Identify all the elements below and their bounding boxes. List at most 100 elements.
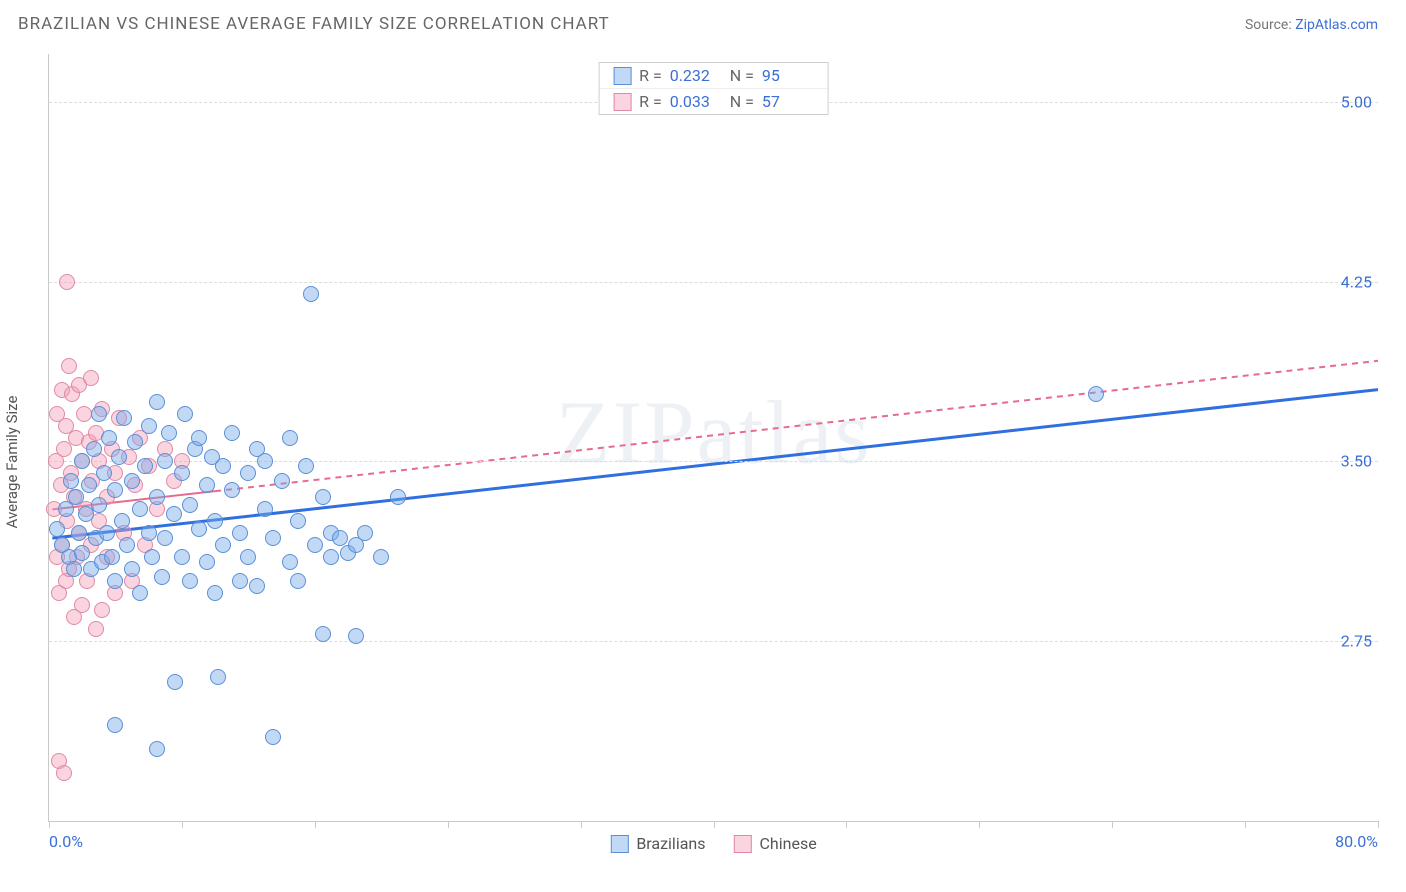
data-point bbox=[177, 406, 193, 422]
data-point bbox=[182, 497, 198, 513]
data-point bbox=[119, 537, 135, 553]
data-point bbox=[257, 501, 273, 517]
series-legend: Brazilians Chinese bbox=[610, 834, 816, 853]
data-point bbox=[191, 521, 207, 537]
data-point bbox=[81, 477, 97, 493]
data-point bbox=[390, 489, 406, 505]
data-point bbox=[315, 489, 331, 505]
x-tick bbox=[49, 821, 50, 828]
gridline bbox=[49, 461, 1378, 462]
chart-area: Average Family Size ZIPatlas R =0.232N =… bbox=[18, 54, 1378, 870]
x-tick bbox=[1378, 821, 1379, 828]
data-point bbox=[240, 465, 256, 481]
data-point bbox=[56, 765, 72, 781]
data-point bbox=[290, 573, 306, 589]
data-point bbox=[116, 410, 132, 426]
data-point bbox=[232, 573, 248, 589]
data-point bbox=[132, 501, 148, 517]
data-point bbox=[149, 489, 165, 505]
data-point bbox=[207, 585, 223, 601]
x-tick bbox=[182, 821, 183, 828]
watermark: ZIPatlas bbox=[556, 381, 872, 484]
source-link[interactable]: ZipAtlas.com bbox=[1295, 17, 1378, 33]
data-point bbox=[215, 537, 231, 553]
data-point bbox=[86, 441, 102, 457]
correlation-legend: R =0.232N =95R =0.033N =57 bbox=[598, 62, 829, 115]
data-point bbox=[104, 549, 120, 565]
data-point bbox=[373, 549, 389, 565]
data-point bbox=[111, 449, 127, 465]
data-point bbox=[59, 274, 75, 290]
legend-swatch bbox=[613, 67, 631, 85]
data-point bbox=[174, 465, 190, 481]
data-point bbox=[74, 545, 90, 561]
data-point bbox=[101, 430, 117, 446]
x-axis-label: 0.0% bbox=[49, 832, 83, 851]
data-point bbox=[249, 578, 265, 594]
data-point bbox=[144, 549, 160, 565]
gridline bbox=[49, 641, 1378, 642]
x-tick bbox=[1245, 821, 1246, 828]
data-point bbox=[232, 525, 248, 541]
legend-item: Chinese bbox=[734, 834, 817, 853]
data-point bbox=[240, 549, 256, 565]
data-point bbox=[49, 521, 65, 537]
data-point bbox=[199, 477, 215, 493]
chart-title: BRAZILIAN VS CHINESE AVERAGE FAMILY SIZE… bbox=[18, 14, 610, 34]
data-point bbox=[207, 513, 223, 529]
x-tick bbox=[315, 821, 316, 828]
data-point bbox=[137, 458, 153, 474]
legend-r-value: 0.033 bbox=[670, 92, 722, 111]
legend-n-label: N = bbox=[730, 92, 754, 111]
data-point bbox=[323, 549, 339, 565]
legend-swatch bbox=[734, 835, 752, 853]
data-point bbox=[167, 674, 183, 690]
data-point bbox=[265, 530, 281, 546]
data-point bbox=[74, 597, 90, 613]
data-point bbox=[141, 525, 157, 541]
legend-item: Brazilians bbox=[610, 834, 705, 853]
data-point bbox=[257, 453, 273, 469]
y-tick-label: 3.50 bbox=[1341, 452, 1372, 471]
data-point bbox=[96, 465, 112, 481]
x-axis-label: 80.0% bbox=[1335, 832, 1378, 851]
data-point bbox=[161, 425, 177, 441]
data-point bbox=[124, 561, 140, 577]
legend-n-value: 95 bbox=[762, 66, 814, 85]
data-point bbox=[224, 482, 240, 498]
data-point bbox=[63, 473, 79, 489]
legend-label: Chinese bbox=[760, 834, 817, 853]
legend-swatch bbox=[613, 93, 631, 111]
data-point bbox=[348, 628, 364, 644]
data-point bbox=[114, 513, 130, 529]
data-point bbox=[149, 741, 165, 757]
data-point bbox=[274, 473, 290, 489]
data-point bbox=[71, 525, 87, 541]
data-point bbox=[166, 506, 182, 522]
data-point bbox=[107, 717, 123, 733]
data-point bbox=[76, 406, 92, 422]
legend-n-value: 57 bbox=[762, 92, 814, 111]
chart-header: BRAZILIAN VS CHINESE AVERAGE FAMILY SIZE… bbox=[0, 0, 1406, 38]
data-point bbox=[66, 561, 82, 577]
legend-r-value: 0.232 bbox=[670, 66, 722, 85]
data-point bbox=[182, 573, 198, 589]
x-tick bbox=[714, 821, 715, 828]
data-point bbox=[157, 453, 173, 469]
data-point bbox=[315, 626, 331, 642]
data-point bbox=[298, 458, 314, 474]
data-point bbox=[282, 430, 298, 446]
data-point bbox=[141, 418, 157, 434]
data-point bbox=[357, 525, 373, 541]
data-point bbox=[61, 358, 77, 374]
x-tick bbox=[581, 821, 582, 828]
y-tick-label: 5.00 bbox=[1341, 92, 1372, 111]
data-point bbox=[107, 482, 123, 498]
data-point bbox=[124, 473, 140, 489]
legend-n-label: N = bbox=[730, 66, 754, 85]
source-attribution: Source: ZipAtlas.com bbox=[1245, 17, 1378, 33]
legend-swatch bbox=[610, 835, 628, 853]
data-point bbox=[307, 537, 323, 553]
data-point bbox=[91, 497, 107, 513]
legend-r-label: R = bbox=[639, 92, 662, 111]
